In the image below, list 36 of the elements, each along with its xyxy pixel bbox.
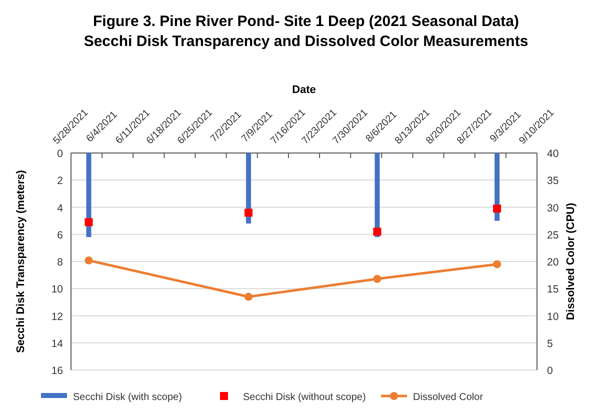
y2-tick-label: 15: [547, 284, 559, 296]
point: [84, 218, 93, 226]
y2-tick-label: 35: [547, 175, 559, 188]
y-tick-label: 16: [51, 365, 64, 377]
y2-tick-label: 0: [547, 365, 553, 377]
bar: [86, 153, 92, 238]
y2-axis-title: Dissolved Color (CPU): [565, 202, 577, 320]
y-tick-label: 6: [57, 229, 64, 242]
y2-tick-label: 20: [547, 256, 559, 268]
point: [84, 256, 93, 264]
y-tick-label: 2: [57, 175, 64, 188]
chart-title: Figure 3. Pine River Pond- Site 1 Deep (2021 Seasonal Data): [93, 13, 519, 30]
legend-label: Dissolved Color: [413, 392, 484, 403]
point: [493, 204, 502, 213]
y-axis-title: Secchi Disk Transparency (meters): [15, 170, 27, 353]
x-axis-title: Date: [292, 84, 316, 96]
point: [373, 228, 382, 236]
point: [493, 260, 502, 268]
y2-tick-label: 5: [547, 338, 553, 350]
legend-label: Secchi Disk (without scope): [243, 392, 366, 403]
y-tick-label: 8: [57, 256, 64, 268]
y2-tick-label: 40: [547, 148, 559, 160]
y-tick-label: 0: [57, 148, 64, 160]
y-tick-label: 10: [51, 284, 64, 296]
y2-tick-label: 30: [547, 202, 559, 214]
chart-subtitle: Secchi Disk Transparency and Dissolved Color Measurements: [84, 33, 528, 50]
y2-tick-label: 25: [547, 229, 559, 242]
y-tick-label: 4: [57, 202, 64, 214]
y-tick-label: 14: [51, 338, 64, 350]
bar: [374, 153, 380, 238]
legend-label: Secchi Disk (with scope): [73, 392, 182, 403]
point: [373, 274, 382, 283]
y-tick-label: 12: [51, 310, 64, 323]
point: [244, 292, 253, 301]
point: [244, 208, 253, 217]
y2-tick-label: 10: [547, 310, 559, 323]
